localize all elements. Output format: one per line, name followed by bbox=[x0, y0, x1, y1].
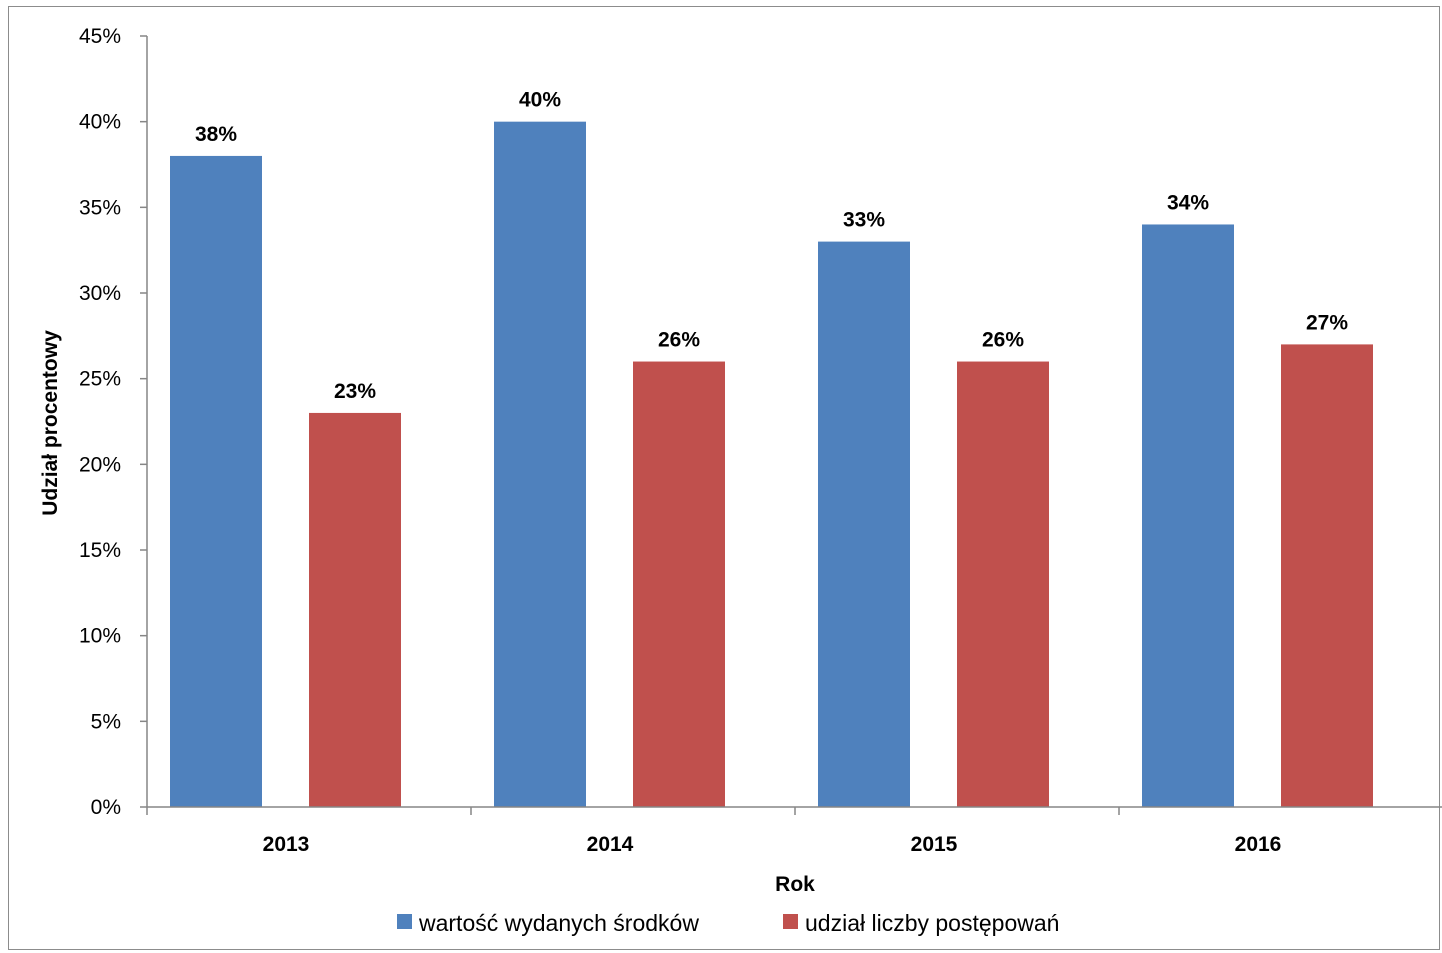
data-label: 26% bbox=[982, 329, 1024, 352]
bars bbox=[170, 121, 1373, 808]
bar-2015-series-2 bbox=[957, 361, 1049, 807]
y-tick-label: 40% bbox=[79, 111, 121, 134]
data-label: 27% bbox=[1306, 311, 1348, 334]
data-label: 34% bbox=[1167, 191, 1209, 214]
data-labels: 38% 23% 40% 26% 33% 26% 34% 27% bbox=[195, 89, 1348, 403]
y-tick-label: 45% bbox=[79, 25, 121, 48]
data-label: 26% bbox=[658, 329, 700, 352]
legend-label-1: wartość wydanych środków bbox=[418, 910, 699, 936]
y-tick-label: 30% bbox=[79, 282, 121, 305]
bar-2013-series-1 bbox=[170, 155, 262, 807]
data-label: 40% bbox=[519, 89, 561, 112]
x-axis-ticks: 2013 2014 2015 2016 bbox=[146, 807, 1282, 856]
data-label: 38% bbox=[195, 123, 237, 146]
data-label: 23% bbox=[334, 380, 376, 403]
bar-2014-series-1 bbox=[494, 121, 586, 807]
data-label: 33% bbox=[843, 209, 885, 232]
y-tick-label: 25% bbox=[79, 368, 121, 391]
y-axis-title: Udział procentowy bbox=[39, 330, 62, 516]
x-tick-label: 2014 bbox=[587, 833, 634, 856]
bar-2016-series-2 bbox=[1281, 344, 1373, 807]
x-axis-title: Rok bbox=[775, 873, 815, 896]
y-axis-ticks: 0% 5% 10% 15% 20% 25% 30% 35% 40% 45% bbox=[79, 25, 147, 819]
y-tick-label: 10% bbox=[79, 625, 121, 648]
legend-label-2: udział liczby postępowań bbox=[805, 910, 1059, 936]
bar-2016-series-1 bbox=[1142, 224, 1234, 807]
y-tick-label: 15% bbox=[79, 539, 121, 562]
x-tick-label: 2013 bbox=[263, 833, 310, 856]
legend: wartość wydanych środków udział liczby po… bbox=[397, 910, 1059, 936]
y-tick-label: 20% bbox=[79, 453, 121, 476]
x-tick-label: 2015 bbox=[911, 833, 958, 856]
x-tick-label: 2016 bbox=[1235, 833, 1282, 856]
legend-swatch-2 bbox=[783, 914, 798, 929]
bar-2015-series-1 bbox=[818, 241, 910, 808]
bar-2013-series-2 bbox=[309, 412, 401, 807]
legend-swatch-1 bbox=[397, 914, 412, 929]
y-tick-label: 35% bbox=[79, 196, 121, 219]
y-tick-label: 0% bbox=[91, 796, 121, 819]
bar-2014-series-2 bbox=[633, 361, 725, 807]
y-tick-label: 5% bbox=[91, 710, 121, 733]
